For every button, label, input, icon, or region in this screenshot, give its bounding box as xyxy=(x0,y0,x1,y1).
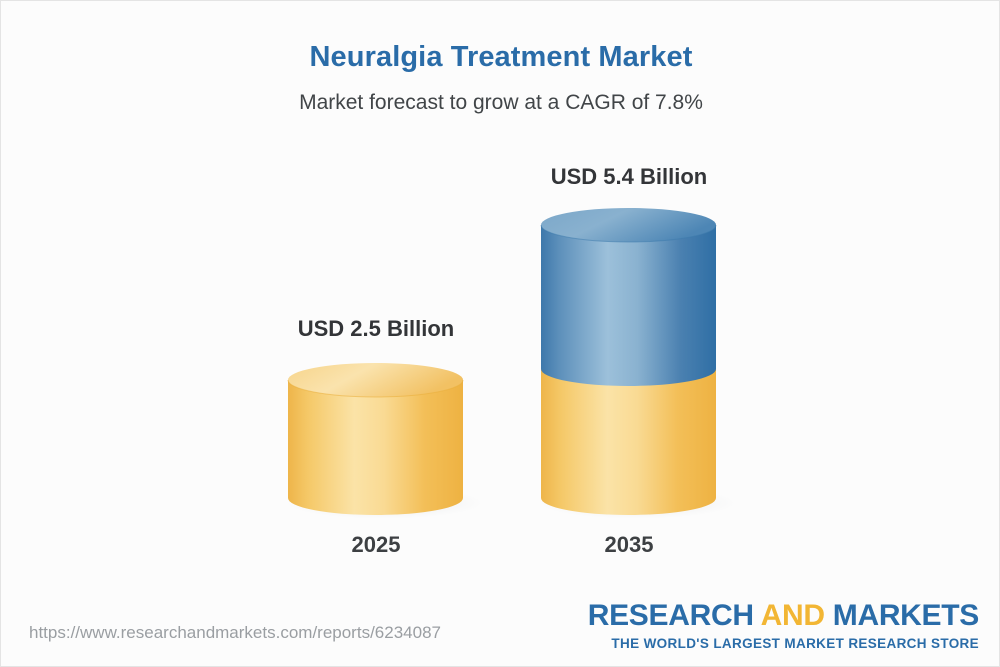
source-url[interactable]: https://www.researchandmarkets.com/repor… xyxy=(29,623,441,642)
bar-cylinder-2035 xyxy=(537,208,737,519)
logo-word-and: AND xyxy=(753,599,833,632)
bar-cylinder-2025 xyxy=(284,363,484,519)
chart-title: Neuralgia Treatment Market xyxy=(309,41,693,73)
category-label-2025: 2025 xyxy=(351,532,401,557)
logo-word-research: RESEARCH xyxy=(587,599,754,632)
category-label-2035: 2035 xyxy=(604,532,654,557)
research-and-markets-logo[interactable]: RESEARCH AND MARKETS THE WORLD'S LARGEST… xyxy=(587,599,980,651)
value-label-2025: USD 2.5 Billion xyxy=(297,316,455,341)
logo-wordmark: RESEARCH AND MARKETS xyxy=(587,599,980,632)
logo-word-markets: MARKETS xyxy=(832,599,980,632)
chart-subtitle: Market forecast to grow at a CAGR of 7.8… xyxy=(299,91,703,114)
logo-tagline: THE WORLD'S LARGEST MARKET RESEARCH STOR… xyxy=(611,636,979,651)
value-label-2035: USD 5.4 Billion xyxy=(550,164,708,189)
